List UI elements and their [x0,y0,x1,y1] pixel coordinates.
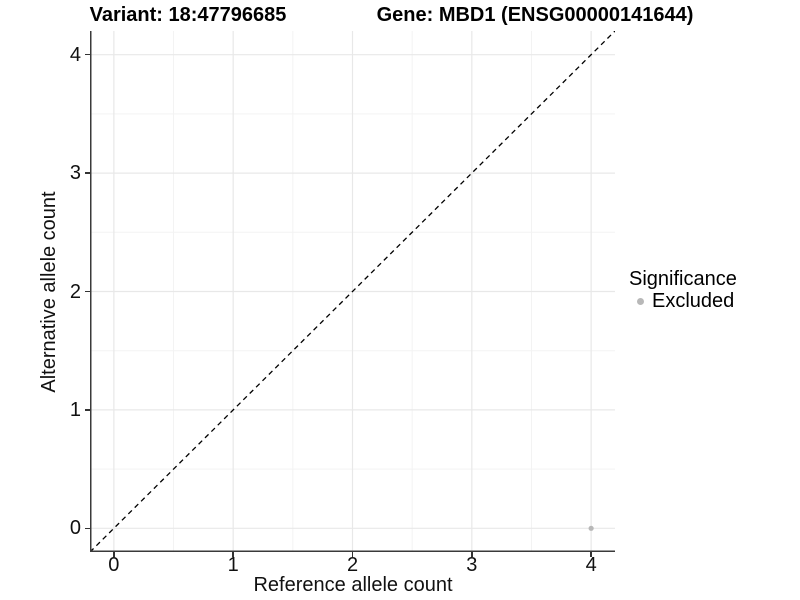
plot-canvas [89,30,616,553]
x-tick-label: 2 [346,554,359,576]
y-tick-label: 0 [69,517,81,540]
x-tick-mark [113,552,115,557]
data-point [588,525,594,531]
x-tick-mark [471,552,473,557]
y-tick-label: 1 [69,398,81,421]
legend-item-label: Excluded [652,289,735,312]
y-axis-title: Alternative allele count [38,191,60,393]
legend-point-icon [637,297,644,305]
y-tick-mark [85,172,90,174]
legend-title: Significance [629,268,737,290]
plot-title-variant: Variant: 18:47796685 [89,4,287,26]
x-tick-mark [232,552,234,557]
y-tick-mark [85,290,90,293]
x-tick-label: 4 [585,554,597,576]
x-tick-label: 1 [227,554,239,576]
y-tick-mark [85,53,90,56]
y-tick-label: 2 [69,280,81,303]
x-axis-title: Reference allele count [253,574,453,596]
x-tick-mark [590,552,592,557]
x-tick-label: 0 [108,554,120,576]
y-tick-label: 3 [69,162,81,185]
legend: Significance Excluded [629,268,737,312]
y-tick-mark [85,409,90,411]
y-tick-label: 4 [69,43,81,66]
x-tick-label: 3 [466,554,478,576]
y-tick-mark [85,527,90,530]
x-tick-mark [351,552,354,557]
plot-title-gene: Gene: MBD1 (ENSG00000141644) [376,4,694,26]
legend-item-excluded: Excluded [629,290,737,312]
plot-panel [89,30,616,553]
identity-line [89,30,616,553]
